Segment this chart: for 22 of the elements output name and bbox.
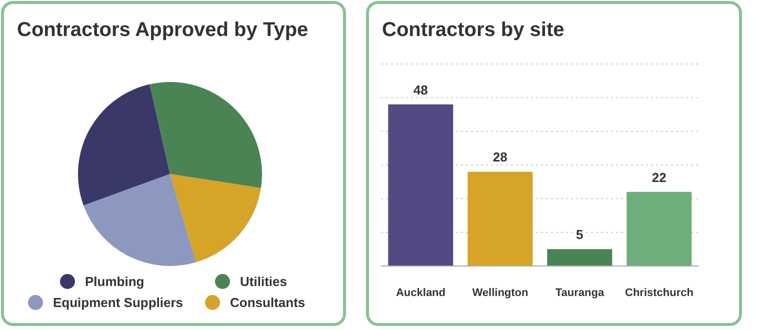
pie-slice [78, 84, 170, 206]
data-label: 48 [413, 82, 428, 98]
data-label: 5 [576, 227, 584, 242]
x-tick-label: Wellington [472, 286, 529, 299]
pie-slice [150, 82, 262, 188]
bar [626, 192, 692, 266]
bar [547, 249, 612, 266]
bar [388, 104, 454, 266]
data-label: 28 [492, 150, 508, 165]
chart-title: Contractors Approved by Type [17, 19, 308, 42]
pie-slice [170, 174, 261, 262]
pie-slice [84, 174, 196, 266]
legend-label: Utilities [239, 274, 287, 289]
chart-title: Contractors by site [382, 19, 564, 42]
legend-label: Plumbing [84, 274, 144, 289]
legend-label: Equipment Suppliers [52, 295, 184, 310]
x-tick-label: Christchurch [625, 286, 694, 299]
x-tick-label: Auckland [396, 286, 446, 299]
x-tick-label: Tauranga [555, 286, 605, 299]
data-label: 22 [652, 170, 666, 185]
bar [468, 172, 533, 266]
legend-label: Consultants [229, 295, 306, 310]
